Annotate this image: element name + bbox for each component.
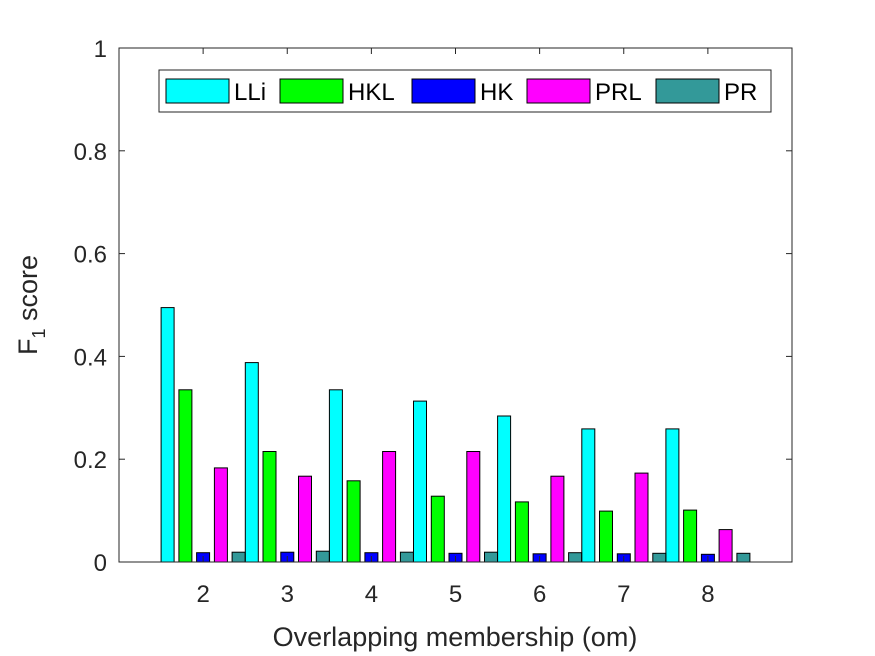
x-tick-label: 2 xyxy=(196,581,209,608)
x-tick-label: 7 xyxy=(617,581,630,608)
bar-lli-om-5 xyxy=(413,400,427,563)
bar-lli-om-7 xyxy=(581,428,596,563)
legend-label-prl: PRL xyxy=(595,79,642,106)
legend-label-pr: PR xyxy=(724,79,757,106)
x-tick-label: 5 xyxy=(449,581,462,608)
bar-hkl-om-7 xyxy=(599,510,613,563)
bar-prl-om-3 xyxy=(298,475,312,563)
bar-prl-om-8 xyxy=(718,529,733,563)
bar-hkl-om-4 xyxy=(346,480,361,563)
x-axis-title: Overlapping membership (om) xyxy=(273,622,638,652)
legend-swatch-lli xyxy=(165,78,230,104)
bar-pr-om-2 xyxy=(231,551,246,563)
plot-area xyxy=(119,48,792,562)
bar-hkl-om-5 xyxy=(430,495,445,563)
bar-pr-om-5 xyxy=(484,551,498,563)
y-axis-title-space xyxy=(13,321,43,329)
y-axis-title-subscript: 1 xyxy=(29,329,49,339)
legend: LLi HKL HK PRL PR xyxy=(158,69,772,113)
bar-lli-om-8 xyxy=(665,428,680,563)
bar-hkl-om-8 xyxy=(683,509,698,563)
bar-lli-om-2 xyxy=(160,307,175,563)
bars-layer xyxy=(160,307,751,563)
bar-pr-om-3 xyxy=(315,550,330,563)
y-tick-label: 0 xyxy=(94,550,107,577)
bar-prl-om-7 xyxy=(634,472,649,563)
legend-swatch-pr xyxy=(655,78,720,104)
x-tick-label: 4 xyxy=(365,581,378,608)
x-tick-label: 6 xyxy=(533,581,546,608)
bar-prl-om-6 xyxy=(550,475,565,563)
x-tick-label: 3 xyxy=(281,581,294,608)
legend-label-hk: HK xyxy=(480,79,513,106)
bar-prl-om-2 xyxy=(213,467,228,563)
y-tick-label: 0.8 xyxy=(74,139,107,166)
y-tick-label: 0.4 xyxy=(74,344,107,371)
y-tick-label: 0.2 xyxy=(74,447,107,474)
y-axis-title-rest: score xyxy=(13,255,43,321)
bar-pr-om-4 xyxy=(399,551,414,563)
bar-lli-om-3 xyxy=(244,362,259,563)
legend-label-hkl: HKL xyxy=(348,79,395,106)
y-tick-label: 0.6 xyxy=(74,242,107,269)
y-axis-title: F1 score xyxy=(13,255,49,355)
bar-prl-om-4 xyxy=(382,451,397,563)
bar-hkl-om-3 xyxy=(262,451,277,563)
ticks-layer: 0 0.2 0.4 0.6 0.8 1 2 3 4 5 6 7 8 xyxy=(74,36,792,608)
bar-lli-om-6 xyxy=(497,415,512,563)
y-axis-title-main: F xyxy=(13,339,43,356)
bar-prl-om-5 xyxy=(466,451,481,563)
bar-pr-om-7 xyxy=(652,552,667,563)
legend-swatch-hkl xyxy=(279,78,344,104)
bar-hkl-om-2 xyxy=(178,389,193,563)
y-tick-label: 1 xyxy=(94,36,107,63)
legend-swatch-prl xyxy=(526,78,591,104)
bar-hkl-om-6 xyxy=(514,501,529,563)
x-tick-label: 8 xyxy=(701,581,714,608)
bar-pr-om-6 xyxy=(568,552,583,563)
bar-lli-om-4 xyxy=(328,389,343,563)
bar-pr-om-8 xyxy=(736,552,751,563)
legend-label-lli: LLi xyxy=(234,79,266,106)
legend-swatch-hk xyxy=(411,78,476,104)
